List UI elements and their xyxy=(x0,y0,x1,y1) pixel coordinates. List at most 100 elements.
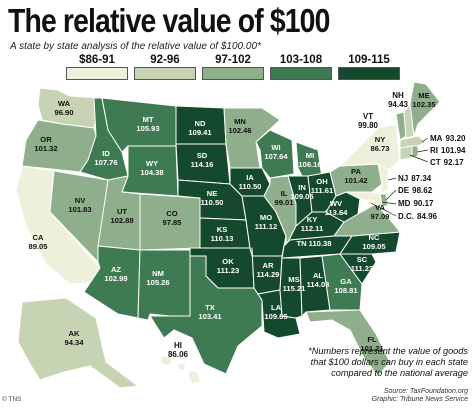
legend-swatch-0 xyxy=(66,67,128,80)
legend-item-0: $86-91 xyxy=(66,53,128,80)
legend: $86-91 92-96 97-102 103-108 109-115 xyxy=(66,53,406,80)
state-label-ga: GA 108.81 xyxy=(334,277,358,295)
state-label-ar: AR 114.29 xyxy=(257,261,280,279)
state-label-ca: CA 89.05 xyxy=(28,233,48,251)
legend-label-1: 92-96 xyxy=(150,54,180,66)
state-shape-fl xyxy=(305,309,391,377)
state-label-nm: NM 105.26 xyxy=(146,269,169,287)
state-label-al: AL 114.03 xyxy=(307,271,330,289)
state-label-nj: NJ 87.34 xyxy=(398,174,432,183)
leader-nj xyxy=(387,177,397,181)
legend-swatch-3 xyxy=(270,67,332,80)
state-shapes xyxy=(15,81,441,389)
state-label-sd: SD 114.16 xyxy=(191,151,214,169)
state-shape-nj xyxy=(377,163,389,195)
state-shape-ma xyxy=(399,135,427,149)
leader-dc xyxy=(370,202,397,217)
state-shape-ct xyxy=(399,145,413,161)
state-label-la: LA 109.65 xyxy=(264,303,288,321)
legend-item-2: 97-102 xyxy=(202,53,264,80)
state-label-ny: NY 86.73 xyxy=(370,135,389,153)
state-label-mn: MN 102.46 xyxy=(228,117,251,135)
state-label-nh: NH 94.43 xyxy=(388,91,409,109)
legend-label-0: $86-91 xyxy=(79,54,115,66)
state-label-az: AZ 102.99 xyxy=(104,265,127,283)
state-shape-wi xyxy=(255,129,295,179)
state-shape-mn xyxy=(223,107,281,169)
state-shape-ak xyxy=(17,297,139,389)
state-label-ms: MS 115.21 xyxy=(283,275,307,293)
state-label-ok: OK 111.23 xyxy=(217,257,239,275)
state-label-or: OR 101.32 xyxy=(34,135,57,153)
state-label-dc: D.C. 84.96 xyxy=(398,212,438,221)
legend-item-4: 109-115 xyxy=(338,53,400,80)
state-label-vt: VT 99.80 xyxy=(358,112,379,130)
state-label-co: CO 97.85 xyxy=(162,209,182,227)
state-label-wy: WY 104.38 xyxy=(140,159,163,177)
state-shape-hi-3 xyxy=(187,369,201,385)
state-label-ma: MA 93.20 xyxy=(430,134,466,143)
state-label-tn: TN 110.38 xyxy=(297,239,332,248)
state-shape-hi xyxy=(159,355,173,367)
state-label-hi: HI 86.06 xyxy=(168,341,189,359)
state-label-mt: MT 105.93 xyxy=(136,115,159,133)
state-label-nd: ND 109.41 xyxy=(188,119,212,137)
state-shape-tx xyxy=(149,255,263,375)
source-line-1: Source: TaxFoundation.org xyxy=(383,388,468,395)
legend-label-2: 97-102 xyxy=(215,54,251,66)
state-shape-hi-2 xyxy=(177,363,187,371)
state-shape-nc xyxy=(339,231,401,255)
state-label-ne: NE 110.50 xyxy=(201,189,224,207)
leader-ct xyxy=(409,154,429,163)
state-label-ia: IA 110.50 xyxy=(239,173,262,191)
legend-label-4: 109-115 xyxy=(348,54,390,66)
state-label-tx: TX 103.41 xyxy=(198,303,222,321)
legend-swatch-2 xyxy=(202,67,264,80)
state-shape-ri xyxy=(411,145,419,159)
legend-item-1: 92-96 xyxy=(134,53,196,80)
state-label-oh: OH 111.61 xyxy=(311,177,334,195)
legend-item-3: 103-108 xyxy=(270,53,332,80)
state-shape-al xyxy=(299,255,331,317)
state-shape-wy xyxy=(121,145,179,197)
leader-de xyxy=(385,189,397,201)
state-label-ct: CT 92.17 xyxy=(430,158,464,167)
state-label-va: VA 97.09 xyxy=(370,203,389,221)
state-label-ri: RI 101.94 xyxy=(430,146,466,155)
state-label-md: MD 90.17 xyxy=(398,199,434,208)
state-label-pa: PA 101.42 xyxy=(344,167,367,185)
state-label-wv: WV 113.64 xyxy=(325,199,349,217)
state-label-me: ME 102.35 xyxy=(412,91,436,109)
state-shape-dc xyxy=(367,199,374,206)
state-shape-me xyxy=(409,81,441,137)
leader-ri xyxy=(416,149,429,153)
page-title: The relative value of $100 xyxy=(8,2,330,39)
source-line-2: Graphic: Tribune News Service xyxy=(371,396,468,403)
state-label-ky: KY 112.11 xyxy=(301,215,324,233)
legend-swatch-4 xyxy=(338,67,400,80)
state-label-nc: NC 109.05 xyxy=(362,233,386,251)
state-label-ak: AK 94.34 xyxy=(64,329,84,347)
source-credit: Source: TaxFoundation.org Graphic: Tribu… xyxy=(300,388,468,404)
state-label-id: ID 107.76 xyxy=(94,149,117,167)
state-label-mi: MI 106.16 xyxy=(298,151,321,169)
legend-label-3: 103-108 xyxy=(279,54,323,66)
state-label-wa: WA 96.90 xyxy=(54,99,73,117)
state-label-fl: FL 101.21 xyxy=(360,335,384,353)
leader-ma xyxy=(421,137,429,143)
state-label-in: IN 109.05 xyxy=(290,183,314,201)
state-label-sc: SC 111.23 xyxy=(351,255,373,273)
state-label-ut: UT 102.88 xyxy=(110,207,133,225)
state-label-nv: NV 101.83 xyxy=(68,196,91,214)
legend-swatch-1 xyxy=(134,67,196,80)
footnote: *Numbers represent the value of goods th… xyxy=(308,346,468,378)
state-label-de: DE 98.62 xyxy=(398,186,433,195)
state-label-wi: WI 107.64 xyxy=(264,143,288,161)
state-label-il: IL 99.01 xyxy=(274,189,294,207)
state-label-mo: MO 111.12 xyxy=(255,213,277,231)
state-label-ks: KS 110.13 xyxy=(211,225,234,243)
state-shape-ga xyxy=(321,253,363,311)
watermark: © TNS xyxy=(2,396,22,403)
page-subtitle: A state by state analysis of the relativ… xyxy=(10,41,261,52)
